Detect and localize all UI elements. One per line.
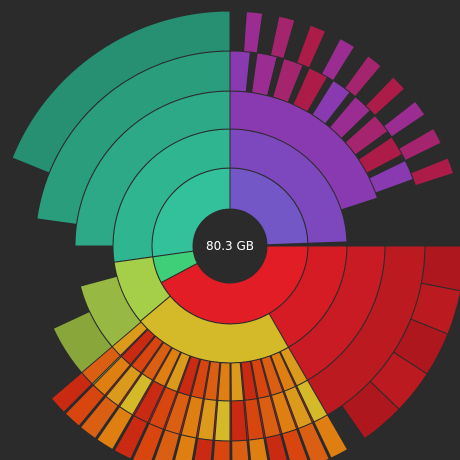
orange-outer-segment[interactable] <box>264 433 291 460</box>
purple-ring4-segment[interactable] <box>251 52 278 97</box>
purple-segment-ring3[interactable] <box>229 90 379 211</box>
orange-outer-segment[interactable] <box>297 422 330 460</box>
teal-segment-ring5[interactable] <box>11 10 231 174</box>
purple-outer-wedge[interactable] <box>320 37 356 82</box>
orange-outer-segment[interactable] <box>152 429 181 460</box>
orange-outer-segment[interactable] <box>113 415 149 460</box>
purple-ring4-segment[interactable] <box>229 50 251 93</box>
purple-ring4-segment[interactable] <box>357 136 403 174</box>
orange-outer-segment[interactable] <box>131 422 164 460</box>
purple-outer-wedge[interactable] <box>410 157 455 187</box>
purple-ring4-segment[interactable] <box>272 57 304 103</box>
sunburst-segments <box>11 10 460 460</box>
total-size-label: 80.3 GB <box>206 239 254 253</box>
purple-outer-wedge[interactable] <box>343 55 382 98</box>
orange-outer-segment[interactable] <box>281 428 310 460</box>
purple-outer-wedge[interactable] <box>243 11 264 54</box>
orange-outer-segment[interactable] <box>171 434 197 460</box>
purple-outer-wedge[interactable] <box>296 24 327 69</box>
orange-outer-segment[interactable] <box>64 384 106 427</box>
purple-outer-wedge[interactable] <box>398 127 442 162</box>
purple-ring4-segment[interactable] <box>344 114 389 156</box>
center-hole <box>193 209 267 283</box>
orange-outer-segment[interactable] <box>248 437 271 460</box>
orange-ring4-segment[interactable] <box>214 399 231 442</box>
orange-outer-segment[interactable] <box>50 371 93 413</box>
purple-outer-wedge[interactable] <box>269 15 296 60</box>
orange-outer-segment[interactable] <box>191 437 214 460</box>
purple-ring4-segment[interactable] <box>328 95 371 140</box>
purple-ring4-segment[interactable] <box>292 67 329 113</box>
red-outer-segment[interactable] <box>341 380 400 440</box>
purple-ring4-segment[interactable] <box>368 159 414 194</box>
orange-outer-segment[interactable] <box>96 406 134 451</box>
purple-outer-wedge[interactable] <box>382 100 426 138</box>
orange-outer-segment[interactable] <box>79 395 119 440</box>
purple-ring4-segment[interactable] <box>311 79 351 125</box>
purple-outer-wedge[interactable] <box>364 76 406 117</box>
orange-outer-segment[interactable] <box>313 414 349 459</box>
orange-outer-segment[interactable] <box>212 439 231 460</box>
orange-outer-segment[interactable] <box>231 439 251 460</box>
